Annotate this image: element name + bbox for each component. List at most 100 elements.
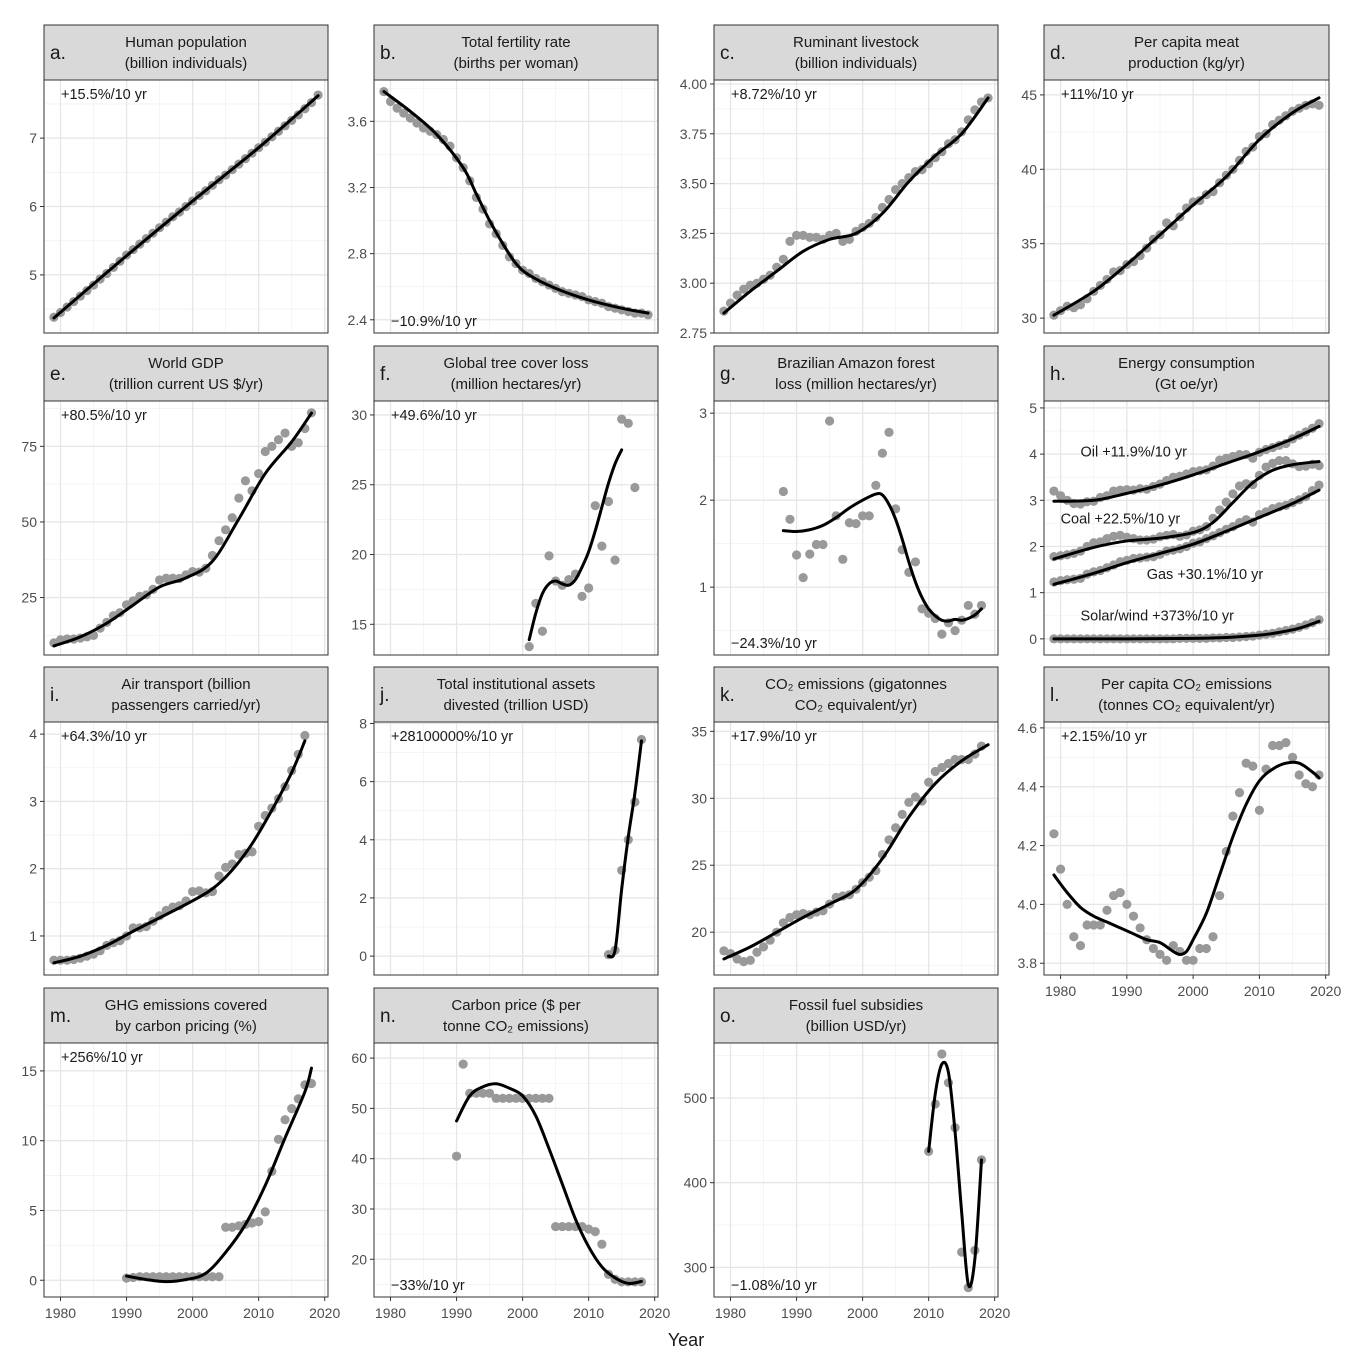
y-tick-label: 4.2 bbox=[1018, 838, 1038, 854]
panel-border bbox=[373, 721, 659, 976]
panel-l: l. Per capita CO₂ emissions (tonnes CO₂ eq… bbox=[1018, 666, 1341, 999]
data-point bbox=[930, 766, 940, 777]
y-tick-label: 5 bbox=[29, 267, 37, 283]
data-point bbox=[1254, 805, 1265, 815]
data-point bbox=[597, 541, 607, 551]
y-tick-label: 4.0 bbox=[1018, 896, 1038, 912]
plot-area bbox=[49, 730, 310, 965]
y-tick-label: 500 bbox=[684, 1090, 708, 1106]
y-tick-label: 3.6 bbox=[348, 113, 368, 129]
y-tick-label: 4 bbox=[1029, 446, 1037, 462]
data-point bbox=[752, 947, 762, 957]
panel-strip bbox=[1043, 24, 1330, 81]
data-point bbox=[1115, 485, 1125, 495]
y-tick-label: 2 bbox=[699, 492, 707, 508]
data-point bbox=[1228, 811, 1238, 821]
panel-title-line: Air transport (billion bbox=[121, 676, 250, 693]
y-tick-label: 2.8 bbox=[348, 246, 368, 262]
x-tick-label: 2000 bbox=[177, 1305, 208, 1321]
y-tick-label: 1 bbox=[1029, 585, 1037, 601]
panel-title-line: by carbon pricing (%) bbox=[115, 1018, 257, 1035]
data-point bbox=[937, 1049, 947, 1059]
data-point bbox=[897, 809, 907, 819]
data-point bbox=[1314, 100, 1324, 110]
x-tick-label: 1990 bbox=[1111, 983, 1142, 999]
data-point bbox=[798, 572, 808, 583]
growth-annotation: +17.9%/10 yr bbox=[731, 729, 817, 745]
y-tick-label: 0 bbox=[29, 1272, 37, 1288]
data-point bbox=[603, 496, 614, 507]
panel-letter: k. bbox=[720, 685, 735, 706]
y-tick-label: 40 bbox=[351, 1151, 367, 1167]
y-tick-label: 30 bbox=[351, 407, 367, 423]
data-point bbox=[1122, 899, 1132, 909]
panel-title-line: Carbon price ($ per bbox=[451, 997, 580, 1014]
panel-border bbox=[373, 400, 659, 656]
x-tick-label: 2000 bbox=[847, 1305, 878, 1321]
panel-border bbox=[43, 400, 329, 656]
series-label: Gas +30.1%/10 yr bbox=[1147, 567, 1264, 583]
data-point bbox=[1195, 943, 1205, 954]
data-point bbox=[531, 1093, 541, 1103]
data-point bbox=[254, 468, 264, 479]
data-point bbox=[950, 626, 960, 636]
panel-title-line: (Gt oe/yr) bbox=[1155, 376, 1218, 393]
data-point bbox=[1307, 782, 1318, 792]
y-tick-label: 7 bbox=[29, 130, 37, 146]
y-tick-label: 4 bbox=[359, 832, 367, 848]
growth-annotation: +256%/10 yr bbox=[61, 1050, 143, 1066]
data-point bbox=[1102, 905, 1112, 915]
panel-letter: b. bbox=[380, 43, 396, 64]
panel-c: c. Ruminant livestock (billion individuals… bbox=[680, 24, 999, 341]
panel-strip bbox=[713, 345, 999, 402]
y-tick-label: 1 bbox=[699, 579, 707, 595]
y-tick-label: 25 bbox=[21, 590, 37, 606]
data-point bbox=[1049, 486, 1059, 496]
growth-annotation: +2.15%/10 yr bbox=[1061, 729, 1147, 745]
growth-annotation: −33%/10 yr bbox=[391, 1278, 465, 1294]
data-point bbox=[719, 306, 729, 316]
data-point bbox=[976, 600, 987, 611]
x-tick-label: 1980 bbox=[45, 1305, 76, 1321]
x-tick-label: 1990 bbox=[111, 1305, 142, 1321]
y-tick-label: 45 bbox=[1021, 87, 1037, 103]
panel-letter: j. bbox=[379, 685, 390, 706]
data-point bbox=[877, 448, 888, 458]
data-point bbox=[267, 441, 277, 451]
y-tick-label: 35 bbox=[1021, 236, 1037, 252]
data-point bbox=[491, 1093, 501, 1103]
panel-title-line: Global tree cover loss bbox=[443, 355, 588, 372]
data-point bbox=[739, 284, 749, 294]
panel-border bbox=[713, 1042, 999, 1298]
data-point bbox=[451, 1151, 462, 1161]
panel-title-line: Ruminant livestock bbox=[793, 34, 919, 51]
x-tick-label: 2000 bbox=[1178, 983, 1209, 999]
trend-line bbox=[52, 411, 313, 648]
plot-area bbox=[1049, 737, 1324, 965]
data-point bbox=[524, 642, 534, 652]
growth-annotation: +11%/10 yr bbox=[1061, 87, 1134, 103]
y-tick-label: 2 bbox=[359, 890, 367, 906]
data-point bbox=[1049, 829, 1059, 839]
panel-strip bbox=[373, 987, 659, 1044]
panel-strip bbox=[43, 666, 329, 723]
trend-line bbox=[1052, 424, 1321, 503]
trend-line bbox=[722, 743, 990, 961]
x-tick-label: 1980 bbox=[1045, 983, 1076, 999]
panel-title-line: (tonnes CO₂ equivalent/yr) bbox=[1098, 697, 1275, 714]
data-point bbox=[1268, 740, 1278, 751]
data-point bbox=[617, 414, 627, 424]
data-point bbox=[904, 797, 914, 807]
panel-o: o. Fossil fuel subsidies (billion USD/yr) 3… bbox=[684, 987, 1010, 1321]
data-point bbox=[498, 1093, 508, 1103]
panel-background bbox=[714, 1043, 998, 1297]
plot-area bbox=[379, 86, 653, 320]
data-point bbox=[1208, 932, 1218, 942]
panel-title-line: World GDP bbox=[148, 355, 224, 372]
panel-title-line: (billion individuals) bbox=[125, 55, 248, 72]
x-tick-label: 2010 bbox=[1244, 983, 1275, 999]
y-tick-label: 50 bbox=[21, 514, 37, 530]
data-point bbox=[293, 438, 303, 448]
data-point bbox=[758, 942, 769, 952]
panel-strip bbox=[43, 24, 329, 81]
